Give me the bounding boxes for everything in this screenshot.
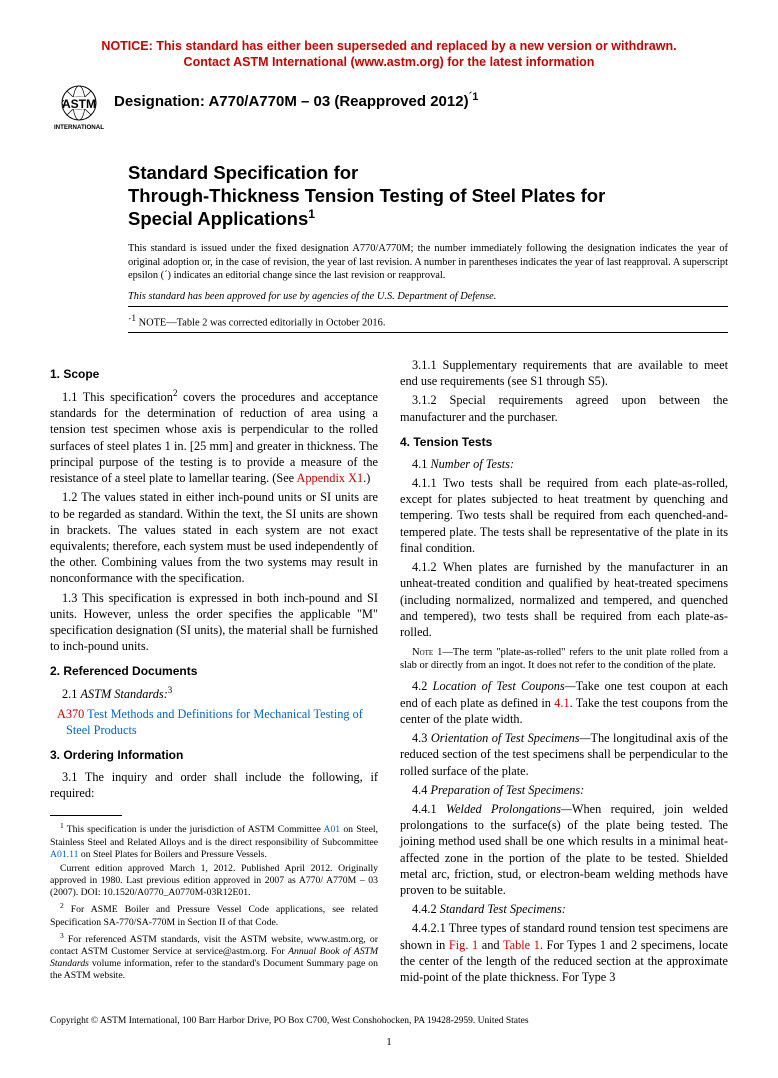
para-2-1: 2.1 ASTM Standards:3 (50, 685, 378, 702)
para-4-4-2: 4.4.2 Standard Test Specimens: (400, 901, 728, 917)
title-footnote-ref: 1 (308, 207, 315, 221)
designation-epsilon: ´1 (469, 91, 479, 103)
para-3-1-1: 3.1.1 Supplementary requirements that ar… (400, 357, 728, 389)
para-4-1-2: 4.1.2 When plates are furnished by the m… (400, 559, 728, 640)
para-4-4-1: 4.4.1 Welded Prolongations—When required… (400, 801, 728, 898)
title-line1: Standard Specification for (128, 162, 358, 183)
para-4-2: 4.2 Location of Test Coupons—Take one te… (400, 678, 728, 727)
document-title: Standard Specification for Through-Thick… (128, 161, 728, 231)
designation: Designation: A770/A770M – 03 (Reapproved… (114, 83, 478, 110)
page-number: 1 (50, 1036, 728, 1048)
para-1-3: 1.3 This specification is expressed in b… (50, 590, 378, 655)
para-3-1: 3.1 The inquiry and order shall include … (50, 769, 378, 801)
designation-text: Designation: A770/A770M – 03 (Reapproved… (114, 93, 469, 110)
ref-4-1-link[interactable]: 4.1 (554, 696, 569, 710)
header-row: ASTM INTERNATIONAL Designation: A770/A77… (50, 83, 728, 135)
section-2-head: 2. Referenced Documents (50, 664, 378, 680)
a370-title-link[interactable]: Test Methods and Definitions for Mechani… (66, 707, 363, 737)
left-column: 1. Scope 1.1 This specification2 covers … (50, 357, 378, 988)
para-4-3: 4.3 Orientation of Test Specimens—The lo… (400, 730, 728, 779)
svg-text:INTERNATIONAL: INTERNATIONAL (54, 124, 104, 131)
footnote-1-p2: Current edition approved March 1, 2012. … (50, 863, 378, 899)
section-3-head: 3. Ordering Information (50, 748, 378, 764)
fig-1-link[interactable]: Fig. 1 (449, 938, 478, 952)
para-4-1: 4.1 Number of Tests: (400, 456, 728, 472)
section-4-head: 4. Tension Tests (400, 435, 728, 451)
superseded-notice: NOTICE: This standard has either been su… (50, 38, 728, 71)
section-1-head: 1. Scope (50, 367, 378, 383)
copyright: Copyright © ASTM International, 100 Barr… (50, 1016, 728, 1026)
footnotes: 1 This specification is under the jurisd… (50, 821, 378, 982)
title-line3: Special Applications (128, 208, 308, 229)
divider-2 (128, 332, 728, 333)
table-1-link[interactable]: Table 1 (503, 938, 540, 952)
subcommittee-a0111-link[interactable]: A01.11 (50, 849, 78, 860)
footnote-3: 3 For referenced ASTM standards, visit t… (50, 931, 378, 983)
a370-link[interactable]: A370 (57, 707, 84, 721)
title-block: Standard Specification for Through-Thick… (128, 161, 728, 231)
footnote-separator (50, 815, 122, 816)
para-3-1-2: 3.1.2 Special requirements agreed upon b… (400, 392, 728, 424)
footnote-1: 1 This specification is under the jurisd… (50, 821, 378, 861)
correction-note: ´1 NOTE—Table 2 was corrected editoriall… (128, 313, 728, 328)
footnote-2: 2 For ASME Boiler and Pressure Vessel Co… (50, 901, 378, 928)
correction-text: —Table 2 was corrected editorially in Oc… (166, 317, 385, 328)
astm-logo: ASTM INTERNATIONAL (50, 83, 108, 135)
para-4-4: 4.4 Preparation of Test Specimens: (400, 782, 728, 798)
divider (128, 306, 728, 307)
committee-a01-link[interactable]: A01 (323, 825, 340, 836)
para-4-1-1: 4.1.1 Two tests shall be required from e… (400, 475, 728, 556)
correction-label: NOTE (136, 317, 166, 328)
page: NOTICE: This standard has either been su… (0, 0, 778, 1078)
note-1-label: Note 1 (412, 647, 442, 658)
para-1-1: 1.1 This specification2 covers the proce… (50, 388, 378, 486)
dod-approval: This standard has been approved for use … (128, 291, 728, 302)
body-columns: 1. Scope 1.1 This specification2 covers … (50, 357, 728, 988)
title-line2: Through-Thickness Tension Testing of Ste… (128, 185, 605, 206)
note-1: Note 1—The term "plate-as-rolled" refers… (400, 646, 728, 672)
right-column: 3.1.1 Supplementary requirements that ar… (400, 357, 728, 988)
appendix-x1-link[interactable]: Appendix X1 (297, 471, 364, 485)
para-4-4-2-1: 4.4.2.1 Three types of standard round te… (400, 920, 728, 985)
svg-text:ASTM: ASTM (62, 97, 96, 111)
notice-line2: Contact ASTM International (www.astm.org… (184, 55, 595, 69)
para-1-2: 1.2 The values stated in either inch-pou… (50, 489, 378, 586)
notice-line1: NOTICE: This standard has either been su… (101, 39, 676, 53)
issuance-statement: This standard is issued under the fixed … (128, 242, 728, 283)
ref-a370: A370 Test Methods and Definitions for Me… (66, 706, 378, 738)
